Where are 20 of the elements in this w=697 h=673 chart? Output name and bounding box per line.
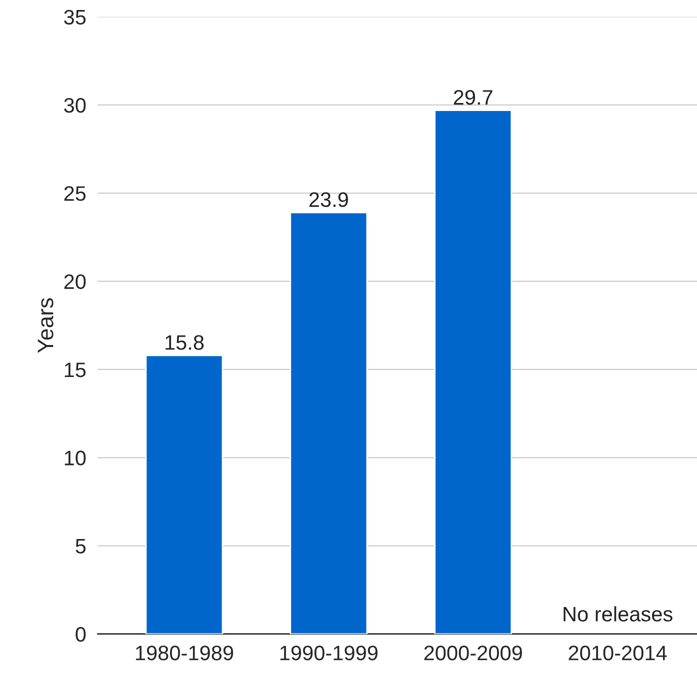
x-tick-label: 1990-1999	[280, 646, 378, 660]
y-tick-label: 20	[64, 274, 86, 290]
data-label: 23.9	[309, 192, 348, 208]
data-label: 29.7	[454, 90, 492, 105]
bar	[290, 212, 368, 634]
annotation: No releases	[564, 606, 672, 622]
x-tick-label: 2000-2009	[424, 646, 522, 660]
y-tick-label: 35	[64, 10, 86, 25]
y-axis-title: Years	[38, 298, 54, 353]
y-tick-label: 5	[76, 539, 86, 554]
bar	[145, 354, 224, 634]
y-tick-label: 10	[64, 450, 86, 466]
y-tick-label: 25	[64, 186, 86, 201]
x-tick-label: 2010-2014	[568, 646, 667, 660]
data-label: 15.8	[166, 335, 204, 350]
bar	[434, 110, 512, 634]
y-tick-label: 30	[64, 98, 86, 113]
x-tick-label: 1980-1989	[136, 646, 234, 660]
y-tick-label: 0	[76, 626, 86, 642]
y-tick-label: 15	[64, 362, 86, 378]
